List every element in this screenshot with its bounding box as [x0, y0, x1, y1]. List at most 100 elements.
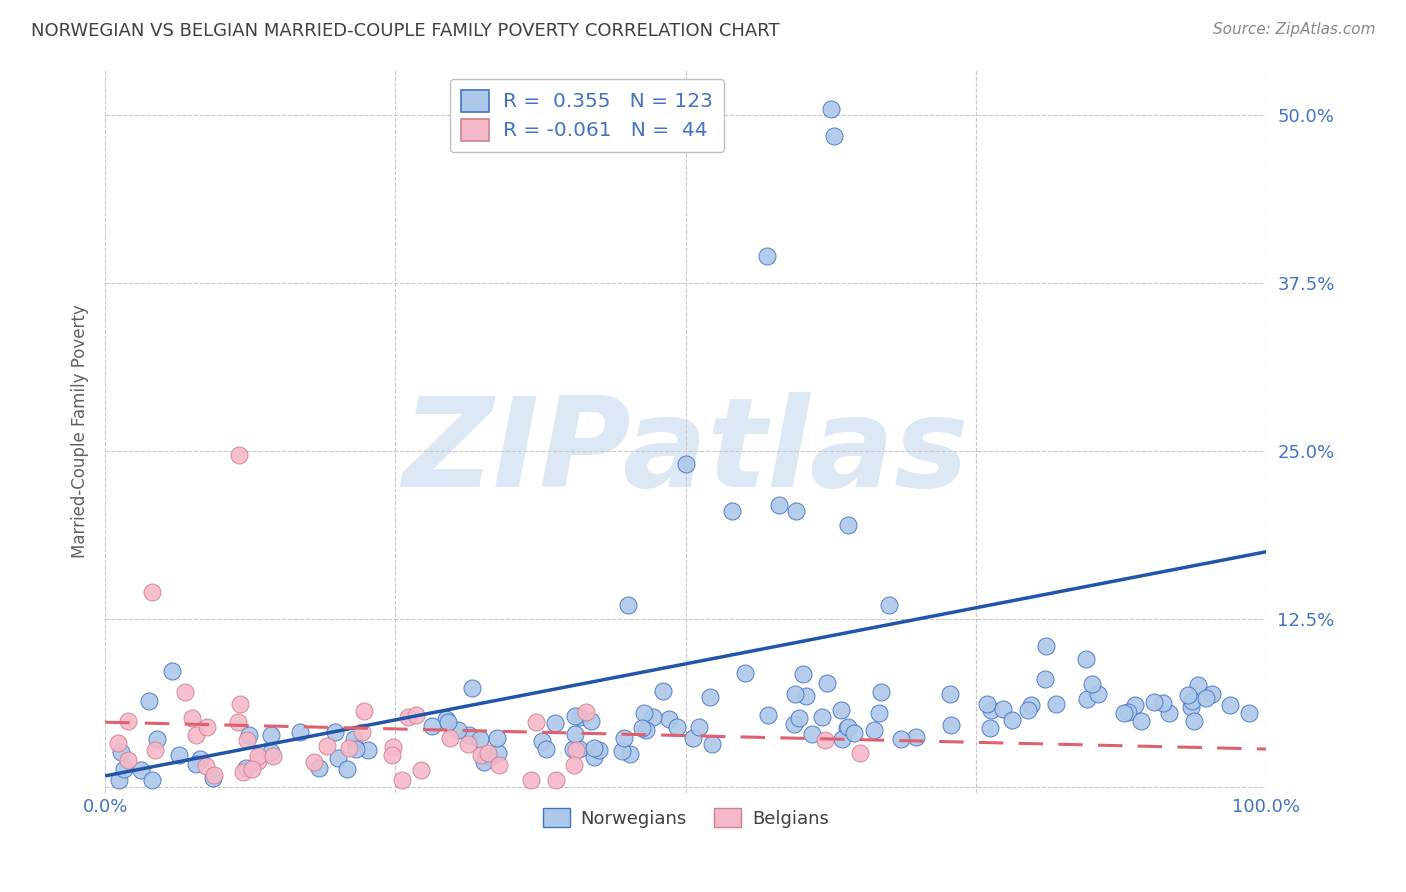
- Point: [564, 727, 586, 741]
- Point: [262, 748, 284, 763]
- Point: [328, 751, 350, 765]
- Point: [352, 725, 374, 739]
- Point: [756, 708, 779, 723]
- Point: [108, 772, 131, 787]
- Point: [1045, 698, 1067, 712]
- Point: [939, 718, 962, 732]
- Point: [631, 721, 654, 735]
- Point: [181, 711, 204, 725]
- Point: [868, 706, 890, 720]
- Point: [1087, 686, 1109, 700]
- Point: [236, 732, 259, 747]
- Point: [246, 748, 269, 763]
- Point: [1076, 652, 1098, 666]
- Text: NORWEGIAN VS BELGIAN MARRIED-COUPLE FAMILY POVERTY CORRELATION CHART: NORWEGIAN VS BELGIAN MARRIED-COUPLE FAMI…: [31, 22, 779, 40]
- Point: [1195, 691, 1218, 706]
- Point: [1123, 698, 1146, 712]
- Point: [616, 599, 638, 613]
- Point: [477, 746, 499, 760]
- Point: [117, 753, 139, 767]
- Point: [633, 706, 655, 720]
- Point: [721, 504, 744, 518]
- Point: [1180, 699, 1202, 714]
- Point: [568, 710, 591, 724]
- Point: [337, 740, 360, 755]
- Y-axis label: Married-Couple Family Poverty: Married-Couple Family Poverty: [72, 304, 89, 558]
- Point: [411, 763, 433, 777]
- Point: [485, 731, 508, 746]
- Point: [391, 772, 413, 787]
- Point: [536, 742, 558, 756]
- Point: [682, 731, 704, 746]
- Point: [991, 702, 1014, 716]
- Text: ZIPatlas: ZIPatlas: [402, 392, 969, 513]
- Point: [979, 721, 1001, 735]
- Point: [229, 697, 252, 711]
- Point: [800, 727, 823, 741]
- Point: [316, 739, 339, 753]
- Point: [869, 685, 891, 699]
- Point: [141, 772, 163, 787]
- Point: [195, 759, 218, 773]
- Point: [107, 736, 129, 750]
- Point: [546, 772, 568, 787]
- Point: [980, 702, 1002, 716]
- Point: [308, 761, 330, 775]
- Point: [160, 665, 183, 679]
- Point: [472, 755, 495, 769]
- Point: [461, 681, 484, 695]
- Point: [823, 128, 845, 143]
- Point: [785, 504, 807, 518]
- Point: [756, 249, 779, 263]
- Point: [117, 714, 139, 728]
- Legend: Norwegians, Belgians: Norwegians, Belgians: [536, 801, 837, 835]
- Point: [478, 750, 501, 764]
- Point: [247, 754, 270, 768]
- Point: [381, 740, 404, 755]
- Point: [652, 683, 675, 698]
- Point: [353, 704, 375, 718]
- Point: [619, 747, 641, 761]
- Point: [837, 720, 859, 734]
- Point: [702, 737, 724, 751]
- Point: [520, 772, 543, 787]
- Point: [568, 742, 591, 756]
- Point: [470, 732, 492, 747]
- Point: [381, 747, 404, 762]
- Point: [564, 743, 586, 757]
- Point: [814, 732, 837, 747]
- Point: [186, 757, 208, 772]
- Point: [783, 687, 806, 701]
- Point: [1157, 706, 1180, 720]
- Point: [112, 762, 135, 776]
- Point: [470, 748, 492, 763]
- Point: [228, 448, 250, 462]
- Point: [260, 745, 283, 759]
- Point: [1116, 705, 1139, 719]
- Point: [323, 724, 346, 739]
- Point: [235, 760, 257, 774]
- Point: [302, 755, 325, 769]
- Point: [905, 730, 928, 744]
- Point: [1035, 673, 1057, 687]
- Point: [675, 458, 697, 472]
- Point: [699, 690, 721, 705]
- Point: [1017, 703, 1039, 717]
- Point: [110, 745, 132, 759]
- Point: [1177, 689, 1199, 703]
- Point: [447, 723, 470, 737]
- Point: [457, 737, 479, 751]
- Point: [810, 710, 832, 724]
- Point: [195, 720, 218, 734]
- Point: [564, 709, 586, 723]
- Point: [794, 689, 817, 703]
- Point: [1181, 693, 1204, 707]
- Point: [343, 732, 366, 747]
- Point: [1130, 714, 1153, 729]
- Point: [636, 723, 658, 737]
- Point: [439, 731, 461, 745]
- Point: [184, 728, 207, 742]
- Point: [842, 726, 865, 740]
- Point: [190, 752, 212, 766]
- Point: [641, 709, 664, 723]
